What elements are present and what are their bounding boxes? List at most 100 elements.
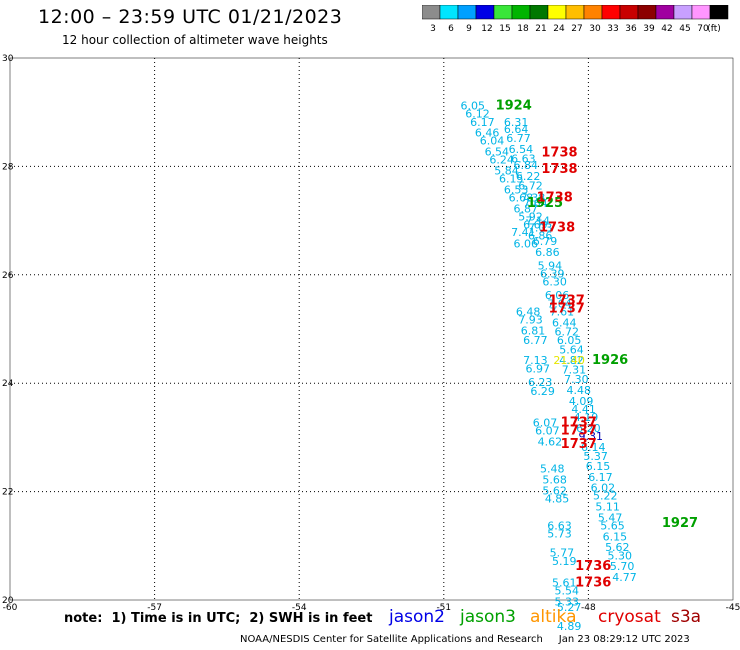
pass-time-label: 1927 xyxy=(662,516,698,531)
colorbar-label: 70 xyxy=(697,24,709,34)
wave-height-value: 6.06 xyxy=(513,238,538,251)
legend-item-altika: altika xyxy=(530,607,577,627)
wave-height-value: 5.94 xyxy=(538,259,563,272)
wave-height-value: 6.86 xyxy=(528,230,553,243)
wave-height-value: 5.84 xyxy=(494,165,519,178)
pass-time-label: 1737 xyxy=(561,424,597,439)
colorbar-label: 30 xyxy=(589,24,601,34)
wave-height-value: 4.48 xyxy=(567,384,592,397)
pass-time-label: 1737 xyxy=(549,302,585,317)
wave-height-value: 7.31 xyxy=(562,363,587,376)
wave-height-value: 6.15 xyxy=(603,530,628,543)
colorbar-label: 33 xyxy=(607,24,618,34)
wave-height-value: 7.14 xyxy=(526,214,551,227)
wave-height-value: 6.24 xyxy=(489,154,514,167)
colorbar-label: 15 xyxy=(499,24,510,34)
pass-time-label: 1738 xyxy=(539,220,575,235)
credit-line: NOAA/NESDIS Center for Satellite Applica… xyxy=(240,634,690,645)
wave-height-value: 6.48 xyxy=(516,305,541,318)
wave-height-value: 6.15 xyxy=(586,460,611,473)
pass-time-label: 1736 xyxy=(575,575,611,590)
wave-height-value: 6.53 xyxy=(504,184,529,197)
colorbar-label: 6 xyxy=(448,24,454,34)
colorbar-label: 21 xyxy=(535,24,546,34)
colorbar-label: 27 xyxy=(571,24,582,34)
colorbar-label: 3 xyxy=(430,24,436,34)
wave-height-value: 6.63 xyxy=(547,520,572,533)
wave-height-value: 7.41 xyxy=(511,226,536,239)
chart-title: 12:00 – 23:59 UTC 01/21/2023 xyxy=(38,6,343,28)
wave-height-value: 5.11 xyxy=(595,501,620,514)
wave-height-value: 6.64 xyxy=(504,123,529,136)
x-tick-label: -48 xyxy=(581,603,596,613)
wave-height-value: 6.31 xyxy=(504,116,529,129)
wave-height-value: 6.15 xyxy=(499,173,524,186)
wave-height-value: 6.72 xyxy=(518,180,543,193)
wave-height-value: 6.05 xyxy=(460,99,485,112)
wave-height-value: 6.68 xyxy=(509,192,534,205)
wave-height-value: 6.29 xyxy=(530,385,555,398)
wave-height-value: 6.63 xyxy=(511,153,536,166)
pass-time-label: 1736 xyxy=(575,559,611,574)
wave-height-value: 6.22 xyxy=(516,170,541,183)
x-tick-label: -60 xyxy=(3,603,18,613)
y-tick-label: 22 xyxy=(2,488,13,498)
wave-height-value: 6.20 xyxy=(576,422,601,435)
wave-height-value: 5.65 xyxy=(600,520,625,533)
wave-height-value: 5.33 xyxy=(554,595,579,608)
wave-height-value: 7.38 xyxy=(521,192,546,205)
plot-frame xyxy=(9,57,734,601)
wave-height-value: 4.82 xyxy=(559,354,584,367)
legend-item-s3a: s3a xyxy=(671,607,702,627)
pass-time-label: 1737 xyxy=(561,437,597,452)
wave-height-value: 5.62 xyxy=(542,484,567,497)
wave-height-value: 6.81 xyxy=(521,324,546,337)
footnote: note: 1) Time is in UTC; 2) SWH is in fe… xyxy=(64,611,373,626)
pass-time-label: 1925 xyxy=(527,196,563,211)
wave-height-value: 6.79 xyxy=(533,235,558,248)
colorbar-label: 9 xyxy=(466,24,472,34)
wave-height-value: 5.73 xyxy=(547,528,572,541)
wave-height-value: 6.44 xyxy=(552,316,577,329)
wave-height-value: 6.46 xyxy=(475,127,500,140)
pass-time-label: 1738 xyxy=(541,146,577,161)
wave-height-value: 4.62 xyxy=(538,436,563,449)
wave-height-value: 7.61 xyxy=(550,305,575,318)
legend-item-jason2: jason2 xyxy=(389,607,445,627)
wave-height-value: 7.13 xyxy=(523,354,548,367)
wave-height-value: 5.64 xyxy=(559,343,584,356)
legend-item-jason3: jason3 xyxy=(460,607,516,627)
wave-height-value: 6.69 xyxy=(523,219,548,232)
wave-height-value: 6.05 xyxy=(557,334,582,347)
wave-height-value: 5.92 xyxy=(518,211,543,224)
y-tick-label: 20 xyxy=(2,596,14,606)
wave-height-value: 5.48 xyxy=(540,463,565,476)
pass-time-label: 1926 xyxy=(592,353,628,368)
wave-height-value: 6.02 xyxy=(591,482,616,495)
y-tick-label: 24 xyxy=(2,379,14,389)
pass-time-label: 1737 xyxy=(561,416,597,431)
wave-height-value: 6.07 xyxy=(533,417,558,430)
wave-height-value: 6.54 xyxy=(485,146,510,159)
wave-height-value: 7.64 xyxy=(523,197,548,210)
wave-height-value: 9.31 xyxy=(579,430,604,443)
wave-height-value: 5.19 xyxy=(552,555,577,568)
colorbar-unit: (ft) xyxy=(707,24,721,34)
x-tick-label: -54 xyxy=(292,603,307,613)
wave-height-value: 4.09 xyxy=(569,395,594,408)
wave-height-value: 6.07 xyxy=(535,425,560,438)
wave-height-value: 6.77 xyxy=(523,334,548,347)
satellite-legend: jason2 jason3 altika cryosat s3a xyxy=(0,607,740,629)
wave-height-value: 5.54 xyxy=(554,585,579,598)
y-tick-label: 26 xyxy=(2,271,14,281)
colorbar-swatch xyxy=(709,5,729,20)
wave-height-value: 6.12 xyxy=(465,108,490,121)
y-tick-label: 30 xyxy=(2,54,14,64)
pass-time-label: 1737 xyxy=(549,294,585,309)
wave-height-value: 6.54 xyxy=(509,143,534,156)
wave-height-value: 6.84 xyxy=(513,159,538,172)
wave-height-value: 5.61 xyxy=(552,576,577,589)
colorbar-label: 36 xyxy=(625,24,637,34)
wave-height-value: 5.30 xyxy=(607,549,632,562)
